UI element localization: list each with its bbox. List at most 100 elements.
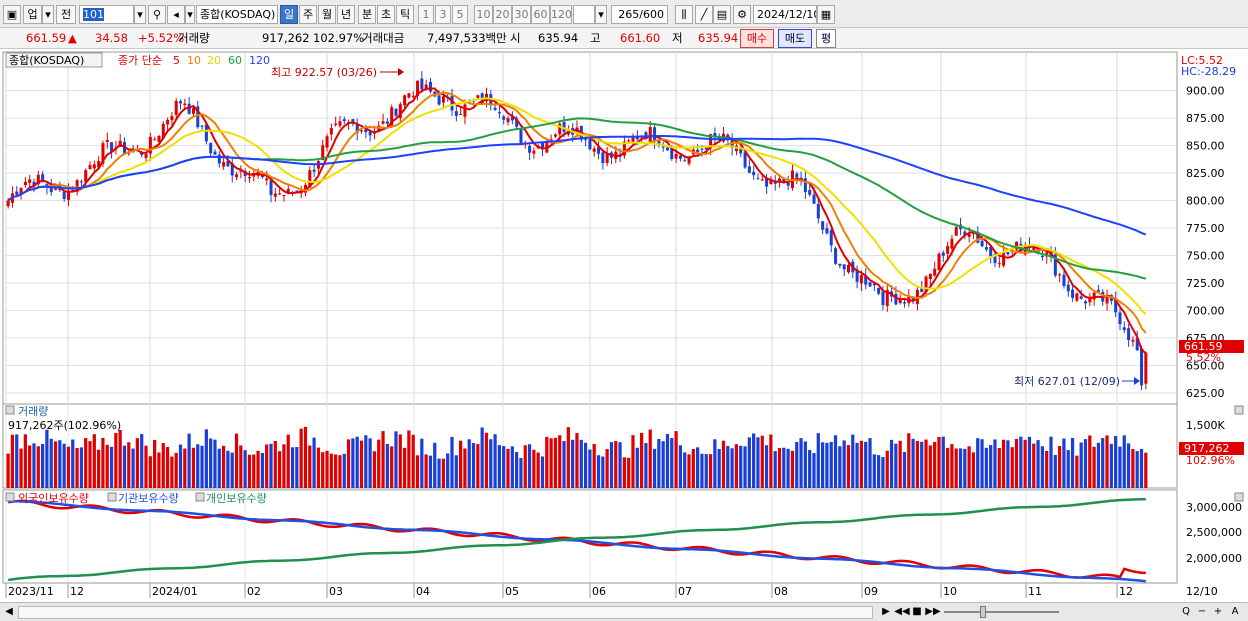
scroll-left-icon[interactable]: ◀ [5,606,13,617]
candle-body [1131,339,1135,342]
interval-20[interactable]: 20 [493,5,512,24]
candle-body [75,180,79,192]
volume-bar [471,443,476,488]
candle-body [765,177,769,187]
code-input[interactable]: 101 [79,5,134,24]
candle-body [627,140,631,142]
interval-30[interactable]: 30 [512,5,531,24]
buy-button[interactable]: 매수 [740,29,774,48]
candle-body [971,232,975,234]
candle-body [84,170,88,183]
volume-bar [812,453,816,488]
window-icon[interactable]: ▣ [3,5,21,24]
interval-custom-input[interactable] [573,5,595,24]
volume-bar [864,441,868,488]
fast-forward-icon[interactable]: ▶▶ [925,606,941,617]
volume-bar [954,448,958,488]
candle-body [946,245,950,254]
volume-bar [859,440,863,488]
auto-scale-icon[interactable]: A [1231,606,1239,617]
market-dropdown-icon[interactable]: ▾ [42,5,54,24]
period-minute[interactable]: 분 [358,5,376,24]
volume-bar [506,448,510,488]
speaker-dropdown-icon[interactable]: ▾ [185,5,195,24]
calendar-icon[interactable]: ▦ [817,5,835,24]
chart-scrollbar[interactable]: ◀ ▶ ◀◀ ■ ▶▶ Q − + A [0,602,1248,621]
volume-bar [1083,439,1088,488]
volume-bar [851,434,855,488]
zoom-icon[interactable]: Q [1182,606,1190,617]
volume-bar [299,428,303,488]
search-icon[interactable]: ⚲ [148,5,166,24]
zoom-slider[interactable] [944,611,1059,613]
candle-body [993,254,997,264]
period-tick[interactable]: 틱 [396,5,414,24]
code-dropdown-icon[interactable]: ▾ [134,5,146,24]
candle-body [834,248,838,264]
scroll-right-icon[interactable]: ▶ [882,606,890,617]
candle-body [269,180,273,196]
volume-bar [234,433,239,488]
period-second[interactable]: 초 [377,5,395,24]
volume-bar [19,448,23,488]
chart-svg[interactable]: 900.00 875.00 850.00 825.00 800.00 775.00 750.… [0,50,1248,602]
price-tick-label: 875.00 [1186,112,1225,125]
volume-pane-close-icon[interactable] [1234,405,1244,415]
candle-body [394,109,398,116]
interval-1[interactable]: 1 [418,5,434,24]
chart-type-icon[interactable]: ⫼ [675,5,693,24]
code-value: 101 [83,8,104,21]
interval-3[interactable]: 3 [435,5,451,24]
volume-bar [480,427,484,488]
period-year[interactable]: 년 [337,5,355,24]
scroll-track[interactable] [18,606,873,619]
market-select[interactable]: 업 [23,5,42,24]
interval-120[interactable]: 120 [550,5,572,24]
rewind-icon[interactable]: ◀◀ [894,606,910,617]
candle-body [696,149,700,152]
interval-dropdown-icon[interactable]: ▾ [595,5,607,24]
speaker-icon[interactable]: ◂ [167,5,185,24]
period-day[interactable]: 일 [280,5,298,24]
draw-tool-icon[interactable]: ╱ [695,5,713,24]
date-input[interactable]: 2024/12/10 [753,5,817,24]
volume-bar [820,442,825,488]
interval-5[interactable]: 5 [452,5,468,24]
volume-bar [868,438,872,488]
volume-pane-icon[interactable] [5,405,15,415]
volume-bar [683,452,687,488]
holding-pane-icon[interactable] [5,492,15,502]
price-tick-label: 650.00 [1186,360,1225,373]
count-input[interactable]: 265/600 [611,5,668,24]
sell-button[interactable]: 매도 [778,29,812,48]
x-tick-label: 2024/01 [152,585,198,598]
interval-10[interactable]: 10 [474,5,493,24]
prev-button[interactable]: 전 [56,5,76,24]
candle-body [428,81,432,92]
candle-body [161,123,165,139]
volume-y-tick: 1,500K [1186,419,1225,432]
zoom-slider-handle[interactable] [980,606,986,618]
period-week[interactable]: 주 [299,5,317,24]
eval-button[interactable]: 평 [816,29,836,48]
holding-pane-close-icon[interactable] [1234,492,1244,502]
gear-icon[interactable]: ⚙ [733,5,751,24]
candle-body [191,108,195,114]
save-icon[interactable]: ▤ [713,5,731,24]
candle-body [385,121,389,124]
zoom-in-icon[interactable]: + [1213,606,1223,617]
candle-body [1015,241,1019,250]
stop-icon[interactable]: ■ [912,606,922,617]
zoom-out-icon[interactable]: − [1197,606,1207,617]
volume-bar [1092,446,1096,488]
volume-bar [196,444,200,488]
interval-label: 120 [551,8,572,21]
period-month[interactable]: 월 [318,5,336,24]
candle-body [1127,328,1131,340]
x-tick-label: 05 [505,585,519,598]
volume-ratio: 102.97% [313,31,365,45]
candle-body [1096,289,1100,292]
chart-area[interactable]: 900.00 875.00 850.00 825.00 800.00 775.00 750.… [0,50,1248,602]
interval-60[interactable]: 60 [531,5,550,24]
candle-body [295,190,299,192]
